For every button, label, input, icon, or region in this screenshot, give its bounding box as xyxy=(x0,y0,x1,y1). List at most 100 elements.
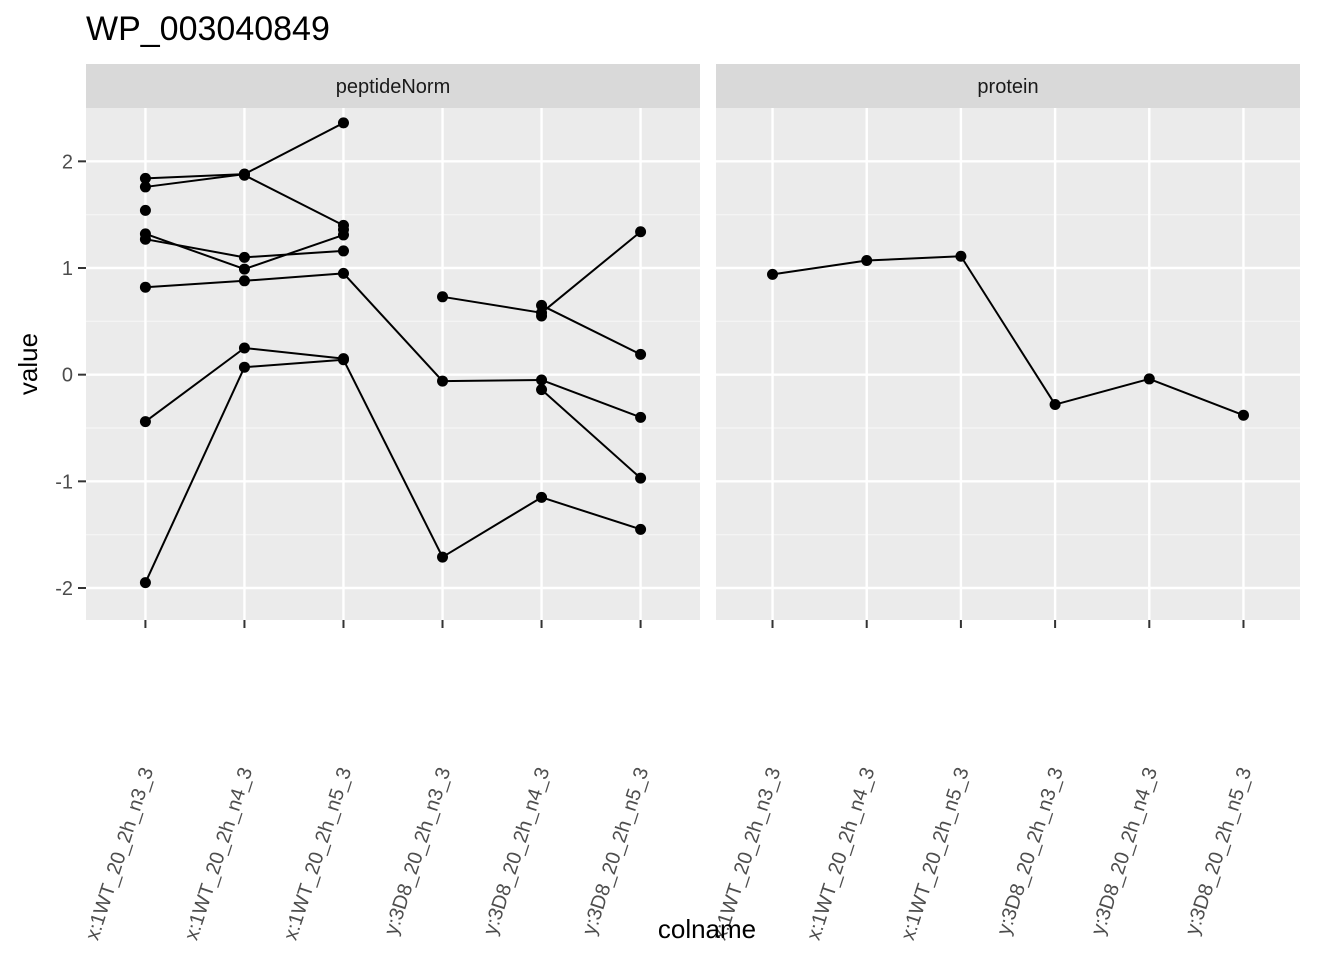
series-line-segment xyxy=(866,255,961,262)
data-point xyxy=(536,491,548,503)
data-point xyxy=(635,226,647,238)
x-tick-label: y:3D8_20_2h_n3_3 xyxy=(380,765,455,938)
series-8 xyxy=(536,299,647,360)
y-tick-label: 2 xyxy=(62,151,73,173)
data-point xyxy=(1049,399,1061,411)
series-0 xyxy=(767,250,1249,421)
x-tick-label: y:3D8_20_2h_n5_3 xyxy=(1181,765,1256,938)
data-point xyxy=(337,267,349,279)
series-9 xyxy=(536,310,548,322)
data-point xyxy=(139,281,151,293)
series-line-segment xyxy=(541,379,641,419)
data-point xyxy=(337,245,349,257)
data-point xyxy=(139,233,151,245)
series-line-segment xyxy=(244,347,344,360)
y-axis-title: value xyxy=(13,333,43,395)
series-6 xyxy=(337,224,349,236)
y-axis: -2 -1 0 1 2 xyxy=(55,151,86,600)
data-point xyxy=(437,291,449,303)
series-line-segment xyxy=(145,173,245,180)
panel-peptideNorm: peptideNorm x:1WT_20_2h_n3_3 x:1WT_20_2h_n… xyxy=(82,64,700,943)
strip-background xyxy=(86,64,700,108)
x-axis-title: colname xyxy=(658,914,756,944)
series-line-segment xyxy=(342,272,444,382)
series-line-segment xyxy=(244,272,344,282)
data-point xyxy=(635,472,647,484)
series-line-segment xyxy=(540,388,642,479)
data-point xyxy=(767,268,779,280)
x-tick-label: y:3D8_20_2h_n3_3 xyxy=(993,765,1068,938)
strip-label: protein xyxy=(977,76,1038,98)
data-point xyxy=(238,169,250,181)
x-tick-label: y:3D8_20_2h_n4_3 xyxy=(479,765,554,938)
x-tick-label: x:1WT_20_2h_n5_3 xyxy=(280,765,357,943)
data-point xyxy=(635,411,647,423)
y-tick-label: 1 xyxy=(62,258,73,280)
data-point xyxy=(437,551,449,563)
series-line-segment xyxy=(144,347,246,423)
x-tick-label: y:3D8_20_2h_n4_3 xyxy=(1087,765,1162,938)
data-point xyxy=(635,523,647,535)
data-point xyxy=(238,361,250,373)
data-point xyxy=(238,275,250,287)
strip-background xyxy=(716,64,1300,108)
series-10 xyxy=(139,267,647,423)
series-line-segment xyxy=(442,295,542,314)
series-line-segment xyxy=(243,122,344,176)
data-point xyxy=(139,204,151,216)
series-line-segment xyxy=(442,379,542,383)
series-line-segment xyxy=(144,366,246,584)
series-line-segment xyxy=(541,304,642,356)
panel-background xyxy=(716,108,1300,620)
series-line-segment xyxy=(145,173,245,188)
y-tick-label: -2 xyxy=(55,578,73,600)
panels: peptideNorm x:1WT_20_2h_n3_3 x:1WT_20_2h_n… xyxy=(82,64,1300,943)
data-point xyxy=(238,263,250,275)
data-point xyxy=(337,117,349,129)
data-point xyxy=(536,310,548,322)
x-tick-label: x:1WT_20_2h_n4_3 xyxy=(181,765,258,943)
series-7 xyxy=(437,226,647,319)
x-tick-label: x:1WT_20_2h_n5_3 xyxy=(897,765,974,943)
series-line-segment xyxy=(541,496,641,531)
data-point xyxy=(1237,409,1249,421)
data-point xyxy=(861,255,873,267)
data-point xyxy=(337,224,349,236)
data-point xyxy=(238,342,250,354)
series-line-segment xyxy=(244,358,344,369)
panel-background xyxy=(86,108,700,620)
series-5 xyxy=(139,233,349,263)
data-point xyxy=(139,172,151,184)
series-line-segment xyxy=(342,359,444,558)
y-tick-label: 0 xyxy=(62,365,73,387)
x-tick-label: x:1WT_20_2h_n4_3 xyxy=(803,765,880,943)
series-line-segment xyxy=(244,249,344,259)
x-tick-label: y:3D8_20_2h_n5_3 xyxy=(578,765,653,938)
data-point xyxy=(139,577,151,589)
series-line-segment xyxy=(145,279,245,289)
series-line-segment xyxy=(772,259,867,276)
data-point xyxy=(536,384,548,396)
chart-title: WP_003040849 xyxy=(86,10,330,48)
series-line-segment xyxy=(145,232,245,271)
series-line-segment xyxy=(243,174,344,227)
x-tick-label: x:1WT_20_2h_n3_3 xyxy=(82,765,159,943)
y-tick-label: -1 xyxy=(55,471,73,493)
series-11 xyxy=(536,384,647,484)
series-line-segment xyxy=(244,233,344,271)
data-point xyxy=(536,374,548,386)
strip-label: peptideNorm xyxy=(336,76,451,98)
data-point xyxy=(437,375,449,387)
series-3 xyxy=(139,204,151,216)
series-line-segment xyxy=(1148,378,1244,417)
data-point xyxy=(238,251,250,263)
series-line-segment xyxy=(540,230,642,314)
data-point xyxy=(536,299,548,311)
series-line-segment xyxy=(145,238,245,259)
series-line-segment xyxy=(1054,377,1150,406)
data-point xyxy=(1143,373,1155,385)
data-point xyxy=(635,348,647,360)
series-13 xyxy=(139,354,647,589)
